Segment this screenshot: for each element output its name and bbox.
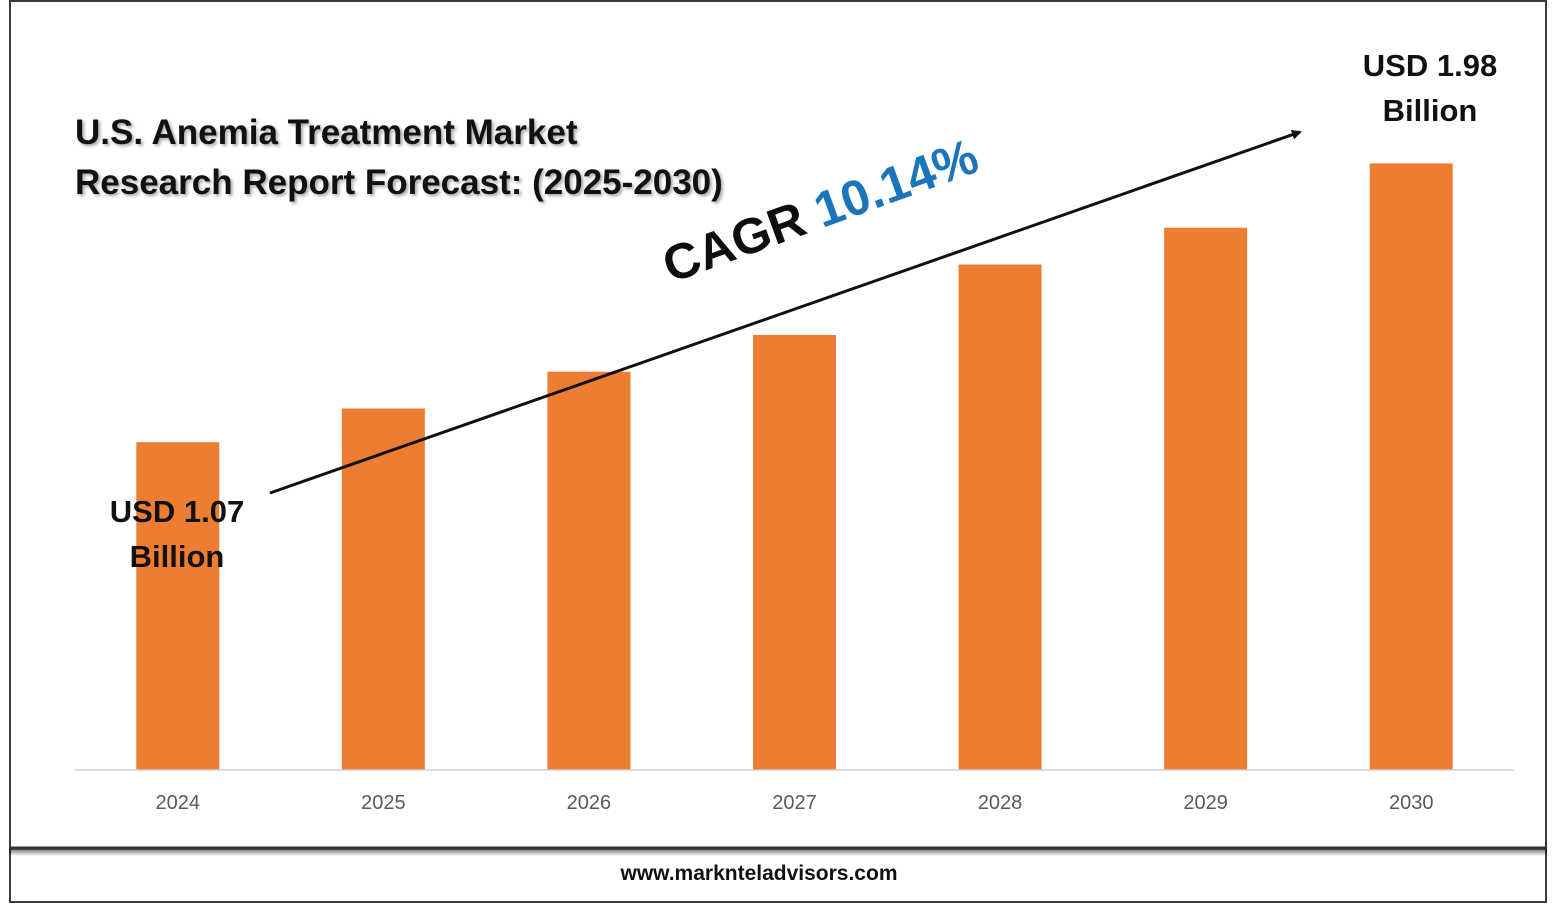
x-tick-label-2029: 2029 xyxy=(1183,792,1228,814)
bar-2024 xyxy=(136,442,220,770)
bar-2027 xyxy=(753,334,836,770)
bar-2030 xyxy=(1369,163,1453,770)
end-value-line-2: Billion xyxy=(1382,93,1478,128)
x-tick-label-2026: 2026 xyxy=(567,792,612,814)
start-value-label: USD 1.07 Billion xyxy=(92,489,262,579)
start-value-line-1: USD 1.07 xyxy=(109,494,245,529)
bar-2028 xyxy=(958,264,1042,770)
footer-website[interactable]: www.marknteladvisors.com xyxy=(620,862,898,885)
chart-title-line-2: Research Report Forecast: (2025-2030) xyxy=(75,163,723,202)
chart-title-line-1: U.S. Anemia Treatment Market xyxy=(75,113,578,152)
bar-2025 xyxy=(341,408,425,770)
bar-2029 xyxy=(1164,227,1248,771)
end-value-label: USD 1.98 Billion xyxy=(1345,43,1515,133)
x-tick-label-2027: 2027 xyxy=(772,792,817,814)
x-tick-label-2024: 2024 xyxy=(156,792,201,814)
end-value-line-1: USD 1.98 xyxy=(1362,48,1498,83)
x-tick-label-2025: 2025 xyxy=(361,792,406,814)
start-value-line-2: Billion xyxy=(129,539,225,574)
growth-arrow xyxy=(269,129,1302,495)
x-tick-label-2030: 2030 xyxy=(1389,792,1434,814)
chart-title: U.S. Anemia Treatment Market Research Re… xyxy=(75,108,723,208)
footer-divider-shadow xyxy=(9,849,1547,856)
bar-2026 xyxy=(547,371,631,770)
x-tick-label-2028: 2028 xyxy=(978,792,1023,814)
